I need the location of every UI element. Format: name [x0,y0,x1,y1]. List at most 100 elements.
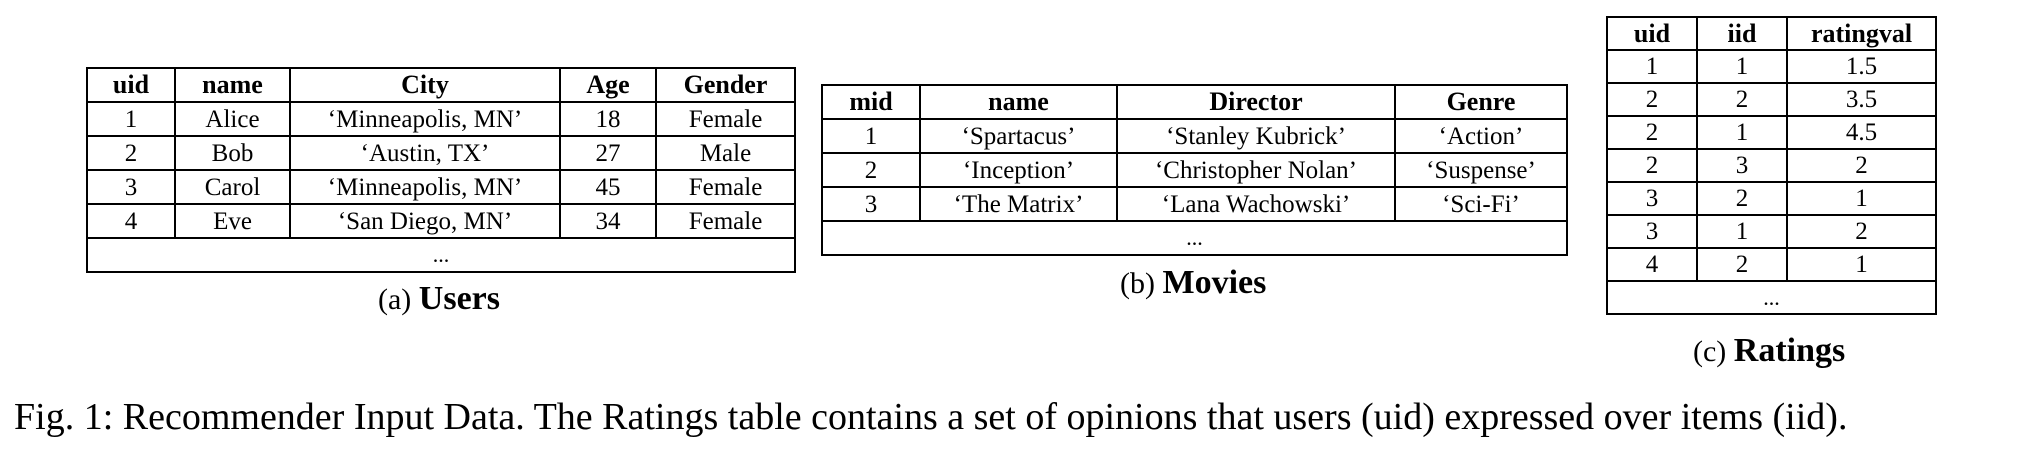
table-cell: ‘Minneapolis, MN’ [289,169,561,205]
column-header-gender: Gender [655,67,796,103]
table-cell: Eve [174,203,291,239]
figure-caption: Fig. 1: Recommender Input Data. The Rati… [14,396,1848,438]
table-cell: 4 [1606,247,1698,282]
table-cell: 1 [86,101,176,137]
ellipsis-cell: ... [821,220,1568,256]
ellipsis-cell: ... [1606,280,1937,315]
table-ellipsis-row: ... [821,220,1568,256]
table-cell: 1 [1696,49,1788,84]
table-cell: 1 [1606,49,1698,84]
table-cell: ‘Austin, TX’ [289,135,561,171]
table-row: 3 2 1 [1606,181,1937,216]
table-cell: ‘Action’ [1394,118,1568,154]
table-cell: 34 [559,203,657,239]
table-cell: 4.5 [1786,115,1937,150]
table-row: 4 Eve ‘San Diego, MN’ 34 Female [86,203,796,239]
column-header-uid: uid [86,67,176,103]
table-cell: ‘Spartacus’ [919,118,1118,154]
subfigure-caption-ratings: (c) Ratings [1693,334,1845,368]
table-row: 1 1 1.5 [1606,49,1937,84]
table-cell: 3 [1606,181,1698,216]
table-cell: 18 [559,101,657,137]
table-ellipsis-row: ... [1606,280,1937,315]
table-row: 1 Alice ‘Minneapolis, MN’ 18 Female [86,101,796,137]
table-cell: 2 [1786,214,1937,249]
users-table: uid name City Age Gender 1 Alice ‘Minnea… [86,67,796,273]
table-cell: 3 [1696,148,1788,183]
table-cell: 1 [1696,115,1788,150]
table-cell: 3 [86,169,176,205]
table-ellipsis-row: ... [86,237,796,273]
table-cell: 2 [1696,181,1788,216]
table-cell: ‘Suspense’ [1394,152,1568,188]
table-cell: 3 [821,186,921,222]
table-cell: ‘San Diego, MN’ [289,203,561,239]
table-cell: ‘Lana Wachowski’ [1116,186,1396,222]
table-cell: 3 [1606,214,1698,249]
column-header-name: name [919,84,1118,120]
table-row: 3 ‘The Matrix’ ‘Lana Wachowski’ ‘Sci-Fi’ [821,186,1568,222]
table-cell: 2 [821,152,921,188]
column-header-genre: Genre [1394,84,1568,120]
table-cell: Carol [174,169,291,205]
table-cell: 1 [1696,214,1788,249]
subfigure-label: (b) [1120,267,1155,300]
ratings-table: uid iid ratingval 1 1 1.5 2 2 3.5 2 1 4.… [1606,16,1937,315]
subfigure-name: Users [418,280,500,317]
table-cell: 1 [1786,247,1937,282]
table-header-row: mid name Director Genre [821,84,1568,120]
table-cell: 1.5 [1786,49,1937,84]
column-header-name: name [174,67,291,103]
table-cell: 2 [1606,82,1698,117]
table-cell: 1 [821,118,921,154]
table-cell: ‘Sci-Fi’ [1394,186,1568,222]
table-cell: Female [655,203,796,239]
ellipsis-cell: ... [86,237,796,273]
column-header-ratingval: ratingval [1786,16,1937,51]
table-cell: ‘Christopher Nolan’ [1116,152,1396,188]
subfigure-label: (c) [1693,335,1727,368]
table-row: 2 3 2 [1606,148,1937,183]
table-header-row: uid name City Age Gender [86,67,796,103]
table-row: 4 2 1 [1606,247,1937,282]
subfigure-name: Movies [1162,264,1267,301]
column-header-uid: uid [1606,16,1698,51]
table-cell: ‘The Matrix’ [919,186,1118,222]
table-cell: 2 [1606,115,1698,150]
subfigure-label: (a) [378,283,412,316]
table-cell: ‘Stanley Kubrick’ [1116,118,1396,154]
table-cell: 3.5 [1786,82,1937,117]
table-cell: Alice [174,101,291,137]
table-row: 1 ‘Spartacus’ ‘Stanley Kubrick’ ‘Action’ [821,118,1568,154]
table-row: 2 2 3.5 [1606,82,1937,117]
table-header-row: uid iid ratingval [1606,16,1937,51]
subfigure-caption-movies: (b) Movies [1120,266,1266,300]
subfigure-caption-users: (a) Users [378,282,500,316]
table-cell: 45 [559,169,657,205]
table-cell: 2 [86,135,176,171]
movies-table: mid name Director Genre 1 ‘Spartacus’ ‘S… [821,84,1568,256]
table-row: 2 ‘Inception’ ‘Christopher Nolan’ ‘Suspe… [821,152,1568,188]
table-cell: 1 [1786,181,1937,216]
subfigure-name: Ratings [1733,332,1846,369]
table-cell: ‘Minneapolis, MN’ [289,101,561,137]
table-cell: 2 [1786,148,1937,183]
table-cell: Bob [174,135,291,171]
table-cell: 2 [1696,247,1788,282]
column-header-mid: mid [821,84,921,120]
table-cell: Female [655,169,796,205]
table-cell: 2 [1606,148,1698,183]
table-cell: ‘Inception’ [919,152,1118,188]
table-row: 2 Bob ‘Austin, TX’ 27 Male [86,135,796,171]
table-row: 2 1 4.5 [1606,115,1937,150]
table-cell: 2 [1696,82,1788,117]
table-row: 3 1 2 [1606,214,1937,249]
table-cell: 27 [559,135,657,171]
table-cell: Male [655,135,796,171]
column-header-city: City [289,67,561,103]
column-header-iid: iid [1696,16,1788,51]
table-cell: Female [655,101,796,137]
column-header-age: Age [559,67,657,103]
column-header-director: Director [1116,84,1396,120]
table-cell: 4 [86,203,176,239]
